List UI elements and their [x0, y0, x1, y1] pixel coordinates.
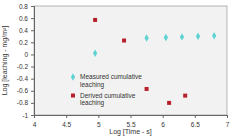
- tick-mark: [31, 30, 34, 31]
- tick-label: 0.8: [19, 3, 28, 10]
- tick-mark: [227, 115, 228, 118]
- tick-mark: [31, 67, 34, 68]
- tick: -1: [22, 112, 34, 119]
- point: [93, 50, 97, 57]
- tick-label: -0.4: [17, 75, 29, 82]
- tick-label: 6.5: [191, 121, 200, 128]
- legend-label: Derived cumulative leaching: [80, 92, 137, 108]
- tick-label: -0.6: [17, 87, 29, 94]
- point: [144, 34, 148, 41]
- point: [164, 34, 168, 41]
- y-axis-line: [31, 7, 35, 116]
- tick-mark: [31, 103, 34, 104]
- tick: 0.8: [19, 3, 34, 10]
- tick-mark: [163, 115, 164, 118]
- legend-marker: [71, 94, 75, 98]
- tick-label: 5: [97, 121, 101, 128]
- chart: 4 4.5 5 5.5 6 6.5 7 -1 -0.8 -0.6 -0.4 -0.2 0 0.2 0.4 0.…: [0, 0, 235, 137]
- chart-container: 4 4.5 5 5.5 6 6.5 7 -1 -0.8 -0.6 -0.4 -0.2 0 0.2 0.4 0.…: [0, 0, 235, 137]
- legend: Measured cumulative leaching Derived cumu…: [71, 73, 144, 107]
- tick: -0.2: [17, 63, 34, 70]
- y-axis-title: Log [leaching - mg/m²]: [1, 26, 9, 96]
- tick-label: -0.2: [17, 63, 29, 70]
- tick-label: 0.4: [19, 27, 28, 34]
- point: [122, 39, 126, 43]
- plot-frame: [34, 6, 227, 115]
- x-axis: 4 4.5 5 5.5 6 6.5 7: [33, 115, 230, 128]
- tick-mark: [31, 91, 34, 92]
- tick-label: 7: [226, 121, 230, 128]
- tick: 0.2: [19, 39, 34, 46]
- legend-marker: [71, 73, 75, 80]
- x-axis-title: Log [Time - s]: [109, 128, 152, 136]
- tick: 4: [33, 115, 37, 128]
- tick: 4.5: [62, 115, 71, 128]
- tick-label: 6: [161, 121, 165, 128]
- tick: -0.6: [17, 87, 34, 94]
- tick: 5: [97, 115, 101, 128]
- tick: 5.5: [126, 115, 135, 128]
- tick: 0: [24, 51, 34, 58]
- tick-mark: [31, 6, 34, 7]
- point: [93, 18, 97, 22]
- tick-mark: [31, 54, 34, 55]
- tick-label: 0.2: [19, 39, 28, 46]
- tick: 0.6: [19, 15, 34, 22]
- legend-label: Measured cumulative leaching: [80, 73, 144, 89]
- tick: 0.4: [19, 27, 34, 34]
- tick-mark: [31, 79, 34, 80]
- point: [212, 32, 216, 39]
- tick: 6.5: [191, 115, 200, 128]
- tick-label: 0: [24, 51, 28, 58]
- point: [145, 87, 149, 91]
- point: [196, 33, 200, 40]
- tick-label: -0.8: [17, 99, 29, 106]
- series: [93, 32, 216, 57]
- y-axis: -1 -0.8 -0.6 -0.4 -0.2 0 0.2 0.4 0.6 0.8: [17, 3, 35, 119]
- tick-mark: [31, 115, 34, 116]
- point: [180, 33, 184, 40]
- tick-mark: [131, 115, 132, 118]
- tick-mark: [66, 115, 67, 118]
- tick: -0.4: [17, 75, 34, 82]
- tick-label: 4: [33, 121, 37, 128]
- tick-label: -1: [22, 112, 28, 119]
- tick-label: 4.5: [62, 121, 71, 128]
- tick: 6: [161, 115, 165, 128]
- point: [167, 101, 171, 105]
- tick-mark: [195, 115, 196, 118]
- tick: -0.8: [17, 99, 34, 106]
- x-axis-line: [35, 116, 228, 119]
- point: [183, 94, 187, 98]
- tick-mark: [98, 115, 99, 118]
- tick-mark: [31, 18, 34, 19]
- tick-mark: [31, 42, 34, 43]
- tick-label: 5.5: [126, 121, 135, 128]
- plot: 4 4.5 5 5.5 6 6.5 7 -1 -0.8 -0.6 -0.4 -0.2 0 0.2 0.4 0.…: [17, 3, 230, 128]
- tick-label: 0.6: [19, 15, 28, 22]
- tick: 7: [226, 115, 230, 128]
